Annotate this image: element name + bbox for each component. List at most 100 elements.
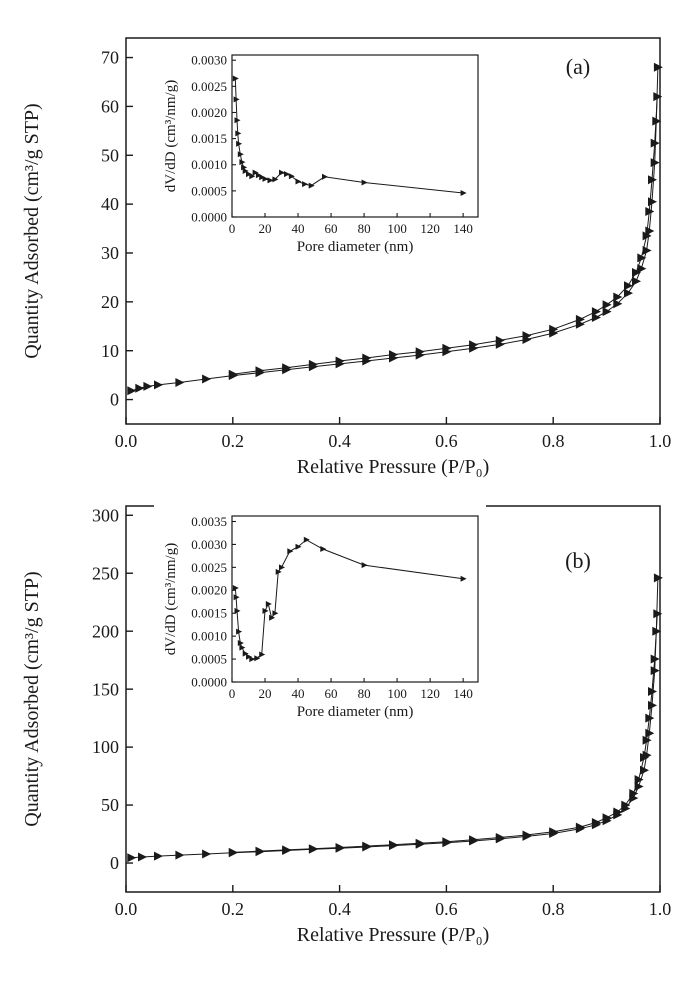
x-tick-label: 0.4 [328, 899, 351, 919]
x-tick-label: 0 [229, 221, 236, 236]
y-tick-label: 0 [110, 390, 119, 410]
x-tick-label: 40 [292, 221, 305, 236]
triangle-marker [252, 169, 259, 176]
triangle-marker [239, 644, 246, 651]
triangle-marker [632, 268, 641, 277]
triangle-marker [259, 651, 266, 658]
triangle-marker [522, 331, 532, 341]
x-axis: 0 20 40 60 80 100 120 140 [229, 213, 473, 236]
triangle-marker [575, 314, 585, 324]
y-tick-label: 0.0010 [191, 629, 227, 644]
triangle-marker [653, 92, 663, 102]
triangle-marker [202, 849, 212, 859]
triangle-marker [602, 813, 612, 823]
x-tick-label: 140 [453, 221, 473, 236]
main-plot: 0.0 0.2 0.4 0.6 0.8 1.0 0 10 20 30 40 50 60 70 Relativ… [21, 37, 671, 478]
y-axis: 0 50 100 150 200 250 300 [92, 505, 133, 873]
triangle-marker [653, 573, 663, 583]
triangle-marker [460, 575, 467, 582]
triangle-marker [624, 281, 633, 291]
y-tick-label: 0.0020 [191, 105, 227, 120]
triangle-marker [648, 687, 657, 696]
triangle-marker [575, 822, 585, 832]
x-tick-label: 0.0 [115, 431, 138, 451]
panel-a: 0.0 0.2 0.4 0.6 0.8 1.0 0 10 20 30 40 50 60 70 Relativ… [0, 0, 700, 494]
triangle-marker [254, 655, 261, 662]
x-axis: 0.0 0.2 0.4 0.6 0.8 1.0 [115, 885, 672, 919]
triangle-marker [650, 138, 660, 148]
inset-background [154, 500, 486, 726]
triangle-marker [361, 179, 368, 186]
triangle-marker [275, 568, 282, 575]
triangle-marker [637, 264, 647, 274]
triangle-marker [645, 713, 655, 723]
triangle-marker [308, 182, 315, 189]
triangle-marker [613, 299, 623, 309]
panel-label: (b) [565, 548, 591, 573]
x-axis-title: Pore diameter (nm) [297, 239, 414, 255]
triangle-marker [634, 775, 644, 785]
triangle-marker [303, 536, 310, 543]
x-tick-label: 40 [292, 686, 305, 701]
triangle-marker [442, 343, 452, 353]
x-tick-label: 100 [387, 686, 407, 701]
triangle-marker [288, 173, 295, 180]
triangle-marker [241, 164, 248, 171]
triangle-marker [591, 307, 601, 317]
triangle-marker [621, 800, 631, 810]
triangle-marker [650, 666, 660, 676]
x-tick-label: 20 [259, 686, 272, 701]
x-tick-label: 0.8 [542, 899, 565, 919]
triangle-marker [267, 177, 274, 184]
inset-background [154, 39, 486, 261]
x-tick-label: 1.0 [649, 899, 672, 919]
y-tick-label: 0 [110, 853, 119, 873]
triangle-marker [236, 628, 243, 635]
main-plot: 0.0 0.2 0.4 0.6 0.8 1.0050100150200250300Rela… [21, 505, 671, 946]
triangle-marker [642, 246, 652, 255]
x-tick-label: 80 [358, 221, 371, 236]
y-tick-label: 0.0000 [191, 209, 227, 224]
x-tick-label: 20 [259, 221, 272, 236]
y-axis: 0.0000 0.0005 0.0010 0.0015 0.0020 0.0025 0.00… [191, 514, 236, 689]
triangle-marker [652, 116, 662, 126]
triangle-marker [239, 159, 246, 166]
triangle-marker [495, 335, 505, 345]
triangle-marker [272, 176, 279, 183]
plot-frame [231, 515, 479, 683]
triangle-marker [320, 546, 327, 552]
triangle-marker [175, 850, 185, 860]
triangle-marker [632, 276, 641, 286]
y-tick-label: 40 [101, 194, 119, 214]
triangle-marker [249, 656, 256, 663]
triangle-marker [249, 173, 256, 180]
triangle-marker [295, 178, 302, 185]
y-tick-label: 60 [101, 97, 119, 117]
triangle-marker [237, 151, 244, 158]
triangle-marker [442, 837, 452, 847]
triangle-marker [232, 585, 239, 591]
y-tick-label: 50 [101, 145, 119, 165]
triangle-marker [255, 172, 262, 179]
triangle-marker [282, 363, 292, 373]
triangle-marker [591, 313, 601, 322]
y-tick-label: 0.0025 [191, 79, 227, 94]
triangle-marker [389, 350, 398, 360]
x-axis-title: Pore diameter (nm) [297, 704, 414, 720]
triangle-marker [234, 607, 241, 614]
triangle-marker [624, 288, 633, 298]
triangle-marker [469, 835, 479, 845]
triangle-marker [640, 765, 649, 775]
x-tick-label: 0.2 [222, 899, 245, 919]
triangle-marker [652, 626, 662, 636]
y-tick-label: 0.0025 [191, 560, 227, 575]
y-axis-title: dV/dD (cm³/nm/g) [163, 80, 179, 192]
y-axis: 0 10 20 30 40 50 60 70 [101, 48, 133, 410]
y-tick-label: 0.0020 [191, 583, 227, 598]
adsorption-isotherm-chart-a: 0.0 0.2 0.4 0.6 0.8 1.0 0 10 20 30 40 50 60 70 Relativ… [21, 37, 671, 478]
triangle-marker [202, 374, 212, 384]
triangle-marker [237, 640, 244, 646]
triangle-marker [154, 380, 163, 390]
triangle-marker [235, 130, 242, 137]
triangle-marker [415, 838, 425, 848]
